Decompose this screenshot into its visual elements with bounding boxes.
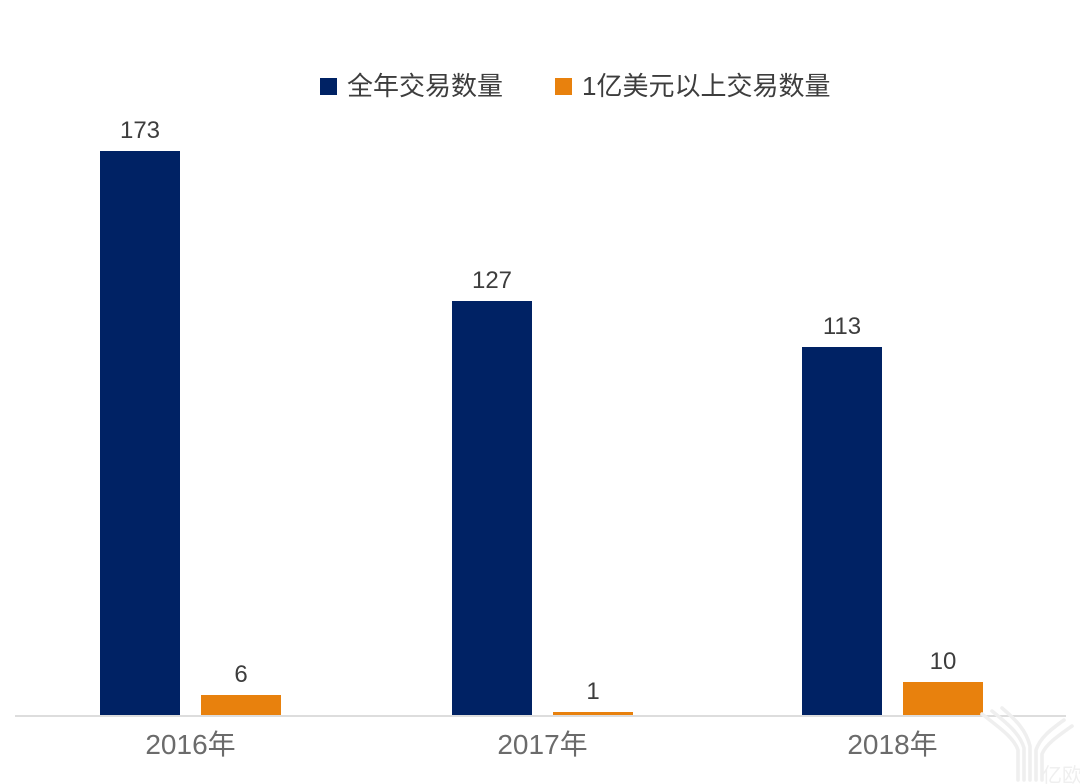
x-axis-line	[15, 715, 1066, 717]
yiou-watermark-logo: 亿欧	[980, 706, 1080, 784]
category-label: 2018年	[847, 729, 938, 760]
watermark-text: 亿欧	[1042, 764, 1080, 784]
legend-label-large-deals: 1亿美元以上交易数量	[582, 71, 831, 101]
bar-value-label: 10	[929, 648, 957, 675]
bar-value-label: 1	[586, 678, 600, 705]
legend-item-total-deals: 全年交易数量	[320, 72, 503, 101]
bar-series1-2016年	[201, 695, 281, 715]
legend-swatch-navy	[320, 77, 337, 95]
chart-legend: 全年交易数量 1亿美元以上交易数量	[320, 72, 830, 101]
bar-series0-2016年	[100, 151, 180, 715]
bar-value-label: 113	[822, 313, 862, 340]
bar-value-label: 6	[234, 661, 248, 688]
legend-item-large-deals: 1亿美元以上交易数量	[555, 72, 830, 101]
category-label: 2017年	[497, 729, 588, 760]
category-label: 2016年	[145, 729, 236, 760]
bar-series1-2018年	[903, 682, 983, 715]
legend-label-total-deals: 全年交易数量	[347, 71, 504, 101]
bar-series1-2017年	[553, 712, 633, 715]
bar-value-label: 127	[471, 267, 513, 294]
legend-swatch-orange	[555, 77, 573, 95]
bar-value-label: 173	[119, 117, 161, 144]
bar-series0-2018年	[802, 347, 882, 715]
bar-series0-2017年	[452, 301, 532, 715]
